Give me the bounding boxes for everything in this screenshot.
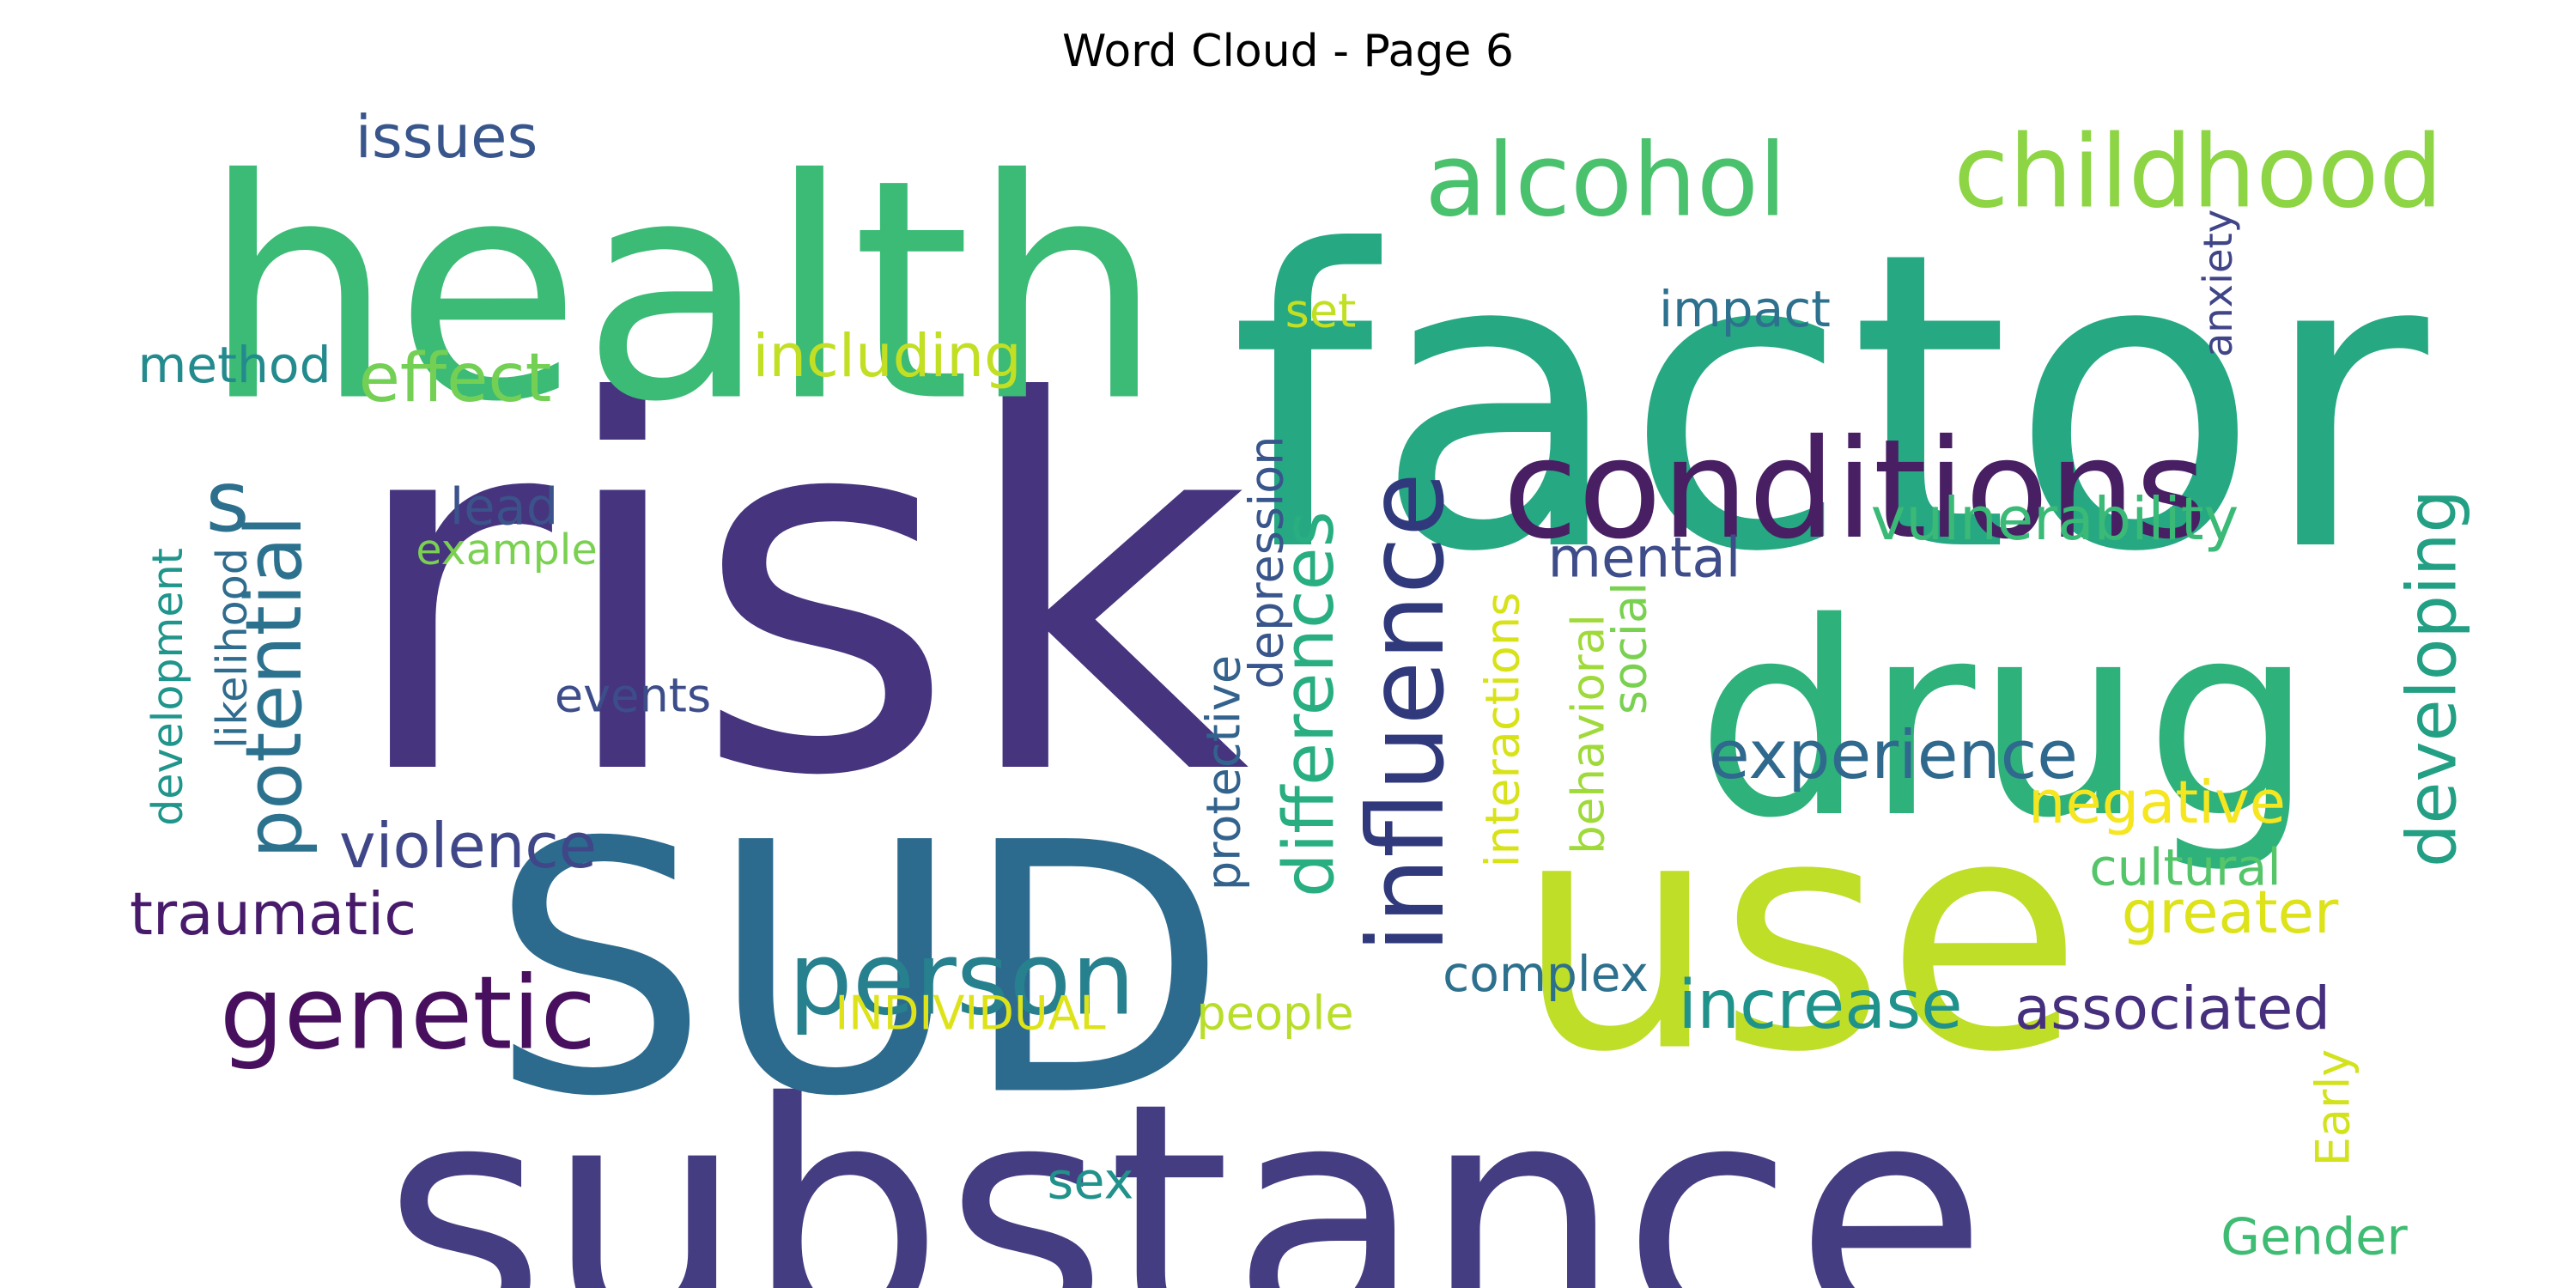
word-protective: protective <box>1197 655 1251 890</box>
word-impact: impact <box>1659 280 1831 338</box>
word-including: including <box>752 322 1021 391</box>
word-factor: factor <box>1230 166 2433 641</box>
word-sex: sex <box>1048 1151 1134 1211</box>
word-drug: drug <box>1696 566 2314 877</box>
word-events: events <box>555 669 711 723</box>
word-depression: depression <box>1240 435 1294 689</box>
word-social: social <box>1603 582 1657 714</box>
word-childhood: childhood <box>1953 113 2443 231</box>
word-associated: associated <box>2014 975 2330 1043</box>
word-greater: greater <box>2122 878 2339 947</box>
word-early: Early <box>2306 1049 2360 1167</box>
word-developing: developing <box>2392 489 2472 867</box>
word-influence: influence <box>1346 472 1467 953</box>
word-negative: negative <box>2028 769 2286 837</box>
word-lead: lead <box>450 477 558 537</box>
word-behavioral: behavioral <box>1563 614 1615 854</box>
word-issues: issues <box>355 103 538 172</box>
word-person: person <box>788 920 1135 1038</box>
word-individual: INDIVIDUAL <box>835 987 1105 1041</box>
word-substance: substance <box>382 1037 1988 1288</box>
word-potential: potential <box>230 515 319 859</box>
word-increase: increase <box>1678 965 1962 1044</box>
word-set: set <box>1285 284 1357 338</box>
word-conditions: conditions <box>1503 410 2207 569</box>
chart-title: Word Cloud - Page 6 <box>1061 26 1515 77</box>
word-vulnerability: vulnerability <box>1871 485 2239 554</box>
word-traumatic: traumatic <box>130 880 416 949</box>
word-experience: experience <box>1709 717 2078 794</box>
word-genetic: genetic <box>220 955 596 1072</box>
word-cultural: cultural <box>2089 838 2281 897</box>
word-complex: complex <box>1443 946 1649 1003</box>
word-interactions: interactions <box>1476 592 1530 868</box>
word-health: health <box>202 116 1163 469</box>
word-s: s <box>205 453 249 551</box>
word-mental: mental <box>1547 526 1741 591</box>
word-use: use <box>1515 750 2082 1123</box>
word-development: development <box>143 548 192 826</box>
word-sud: SUD <box>489 769 1228 1172</box>
word-risk: risk <box>343 298 1249 887</box>
word-anxiety: anxiety <box>2195 210 2241 357</box>
word-differences: differences <box>1269 511 1350 897</box>
word-example: example <box>416 525 597 574</box>
word-likelihood: likelihood <box>207 548 257 749</box>
word-violence: violence <box>339 810 597 882</box>
word-effect: effect <box>359 338 552 417</box>
word-method: method <box>137 336 331 394</box>
word-people: people <box>1196 987 1353 1041</box>
word-gender: Gender <box>2221 1207 2408 1267</box>
word-alcohol: alcohol <box>1425 122 1787 240</box>
